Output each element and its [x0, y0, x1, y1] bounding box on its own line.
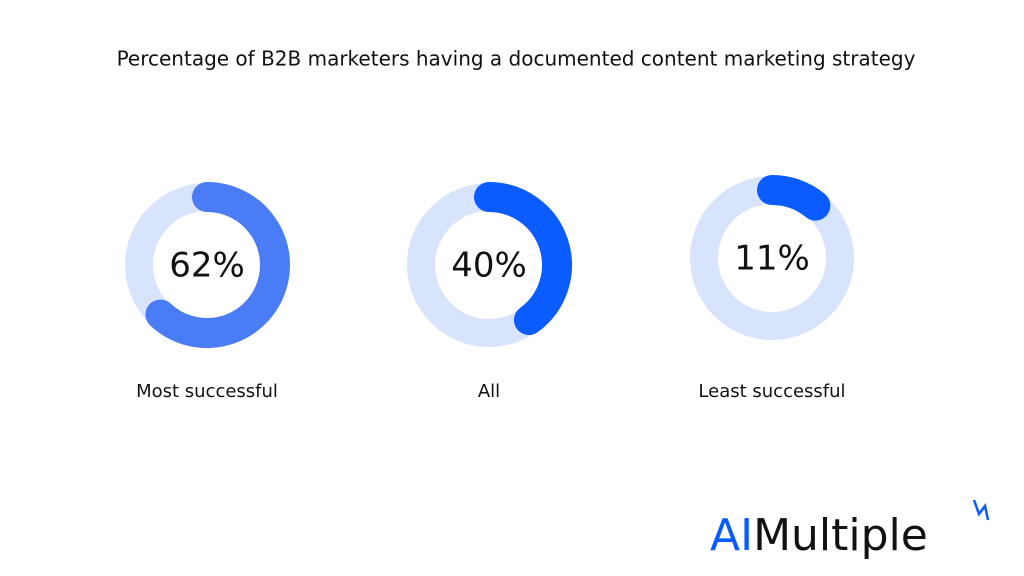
- donut-arc: [474, 182, 572, 336]
- donut-arc: [145, 182, 290, 348]
- value-label: 40%: [451, 246, 527, 286]
- donut-arc: [757, 175, 831, 221]
- logo-prefix: AI: [710, 510, 753, 561]
- logo: AIMultiple: [710, 510, 928, 561]
- category-label: All: [478, 381, 500, 402]
- chart-title: Percentage of B2B marketers having a doc…: [117, 47, 916, 71]
- category-label: Most successful: [136, 381, 278, 402]
- value-label: 11%: [734, 239, 810, 279]
- category-label: Least successful: [698, 381, 845, 402]
- logo-accent: [972, 499, 990, 521]
- value-label: 62%: [169, 246, 245, 286]
- logo-suffix: Multiple: [753, 510, 928, 561]
